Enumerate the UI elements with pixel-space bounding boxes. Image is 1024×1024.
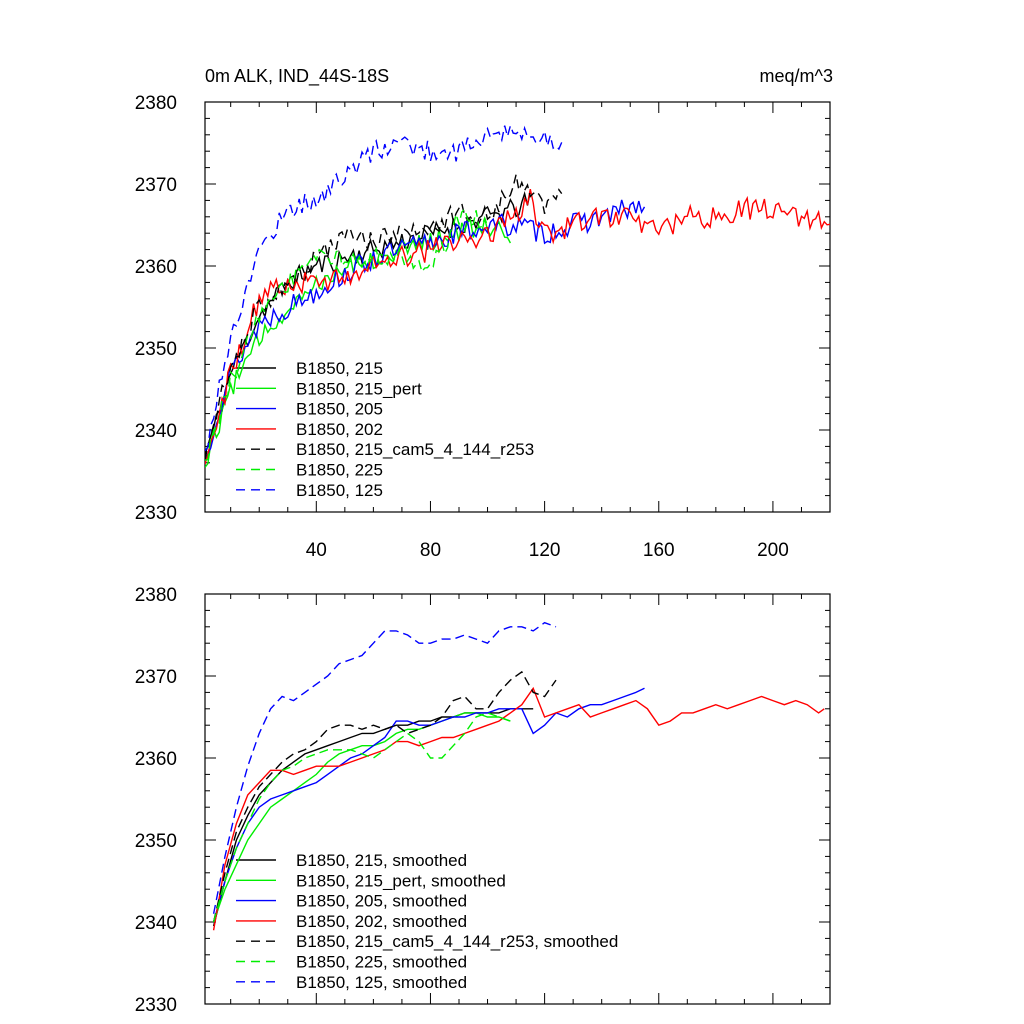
series-line-b1850-205	[205, 199, 646, 462]
y-tick-label: 2340	[135, 913, 177, 934]
series-line-b1850-215-pert-smoothed	[212, 712, 511, 923]
series-line-b1850-202	[205, 188, 830, 465]
legend-label: B1850, 215_cam5_4_144_r253	[296, 440, 534, 459]
top-panel: 2330 2340 2350 2360 2370 2380 40 80 120 160 200 B18…	[135, 93, 831, 561]
series-line-b1850-215-cam5-4-144-r253	[205, 174, 563, 460]
y-tick-label: 2370	[135, 667, 177, 688]
y-tick-label: 2370	[135, 175, 177, 196]
legend-label: B1850, 215	[296, 359, 383, 378]
x-tick-label: 40	[306, 540, 327, 561]
series-line-b1850-225-smoothed	[212, 712, 511, 923]
plot-frame	[204, 593, 831, 1005]
y-tick-label: 2350	[135, 339, 177, 360]
legend-label: B1850, 215_pert, smoothed	[296, 871, 506, 890]
x-tick-label: 120	[529, 540, 561, 561]
legend-label: B1850, 205, smoothed	[296, 892, 467, 911]
legend-label: B1850, 225, smoothed	[296, 953, 467, 972]
legend-label: B1850, 225	[296, 461, 383, 480]
y-tick-label: 2380	[135, 93, 177, 114]
y-tick-label: 2340	[135, 421, 177, 442]
x-tick-label: 160	[643, 540, 675, 561]
x-tick-label: 200	[757, 540, 789, 561]
series-line-b1850-215-cam5-4-144-r253-smoothed	[212, 670, 557, 923]
series-line-b1850-125-smoothed	[212, 621, 557, 914]
series-line-b1850-202-smoothed	[212, 686, 825, 931]
series-line-b1850-225	[205, 207, 489, 461]
y-tick-label: 2350	[135, 831, 177, 852]
legend-label: B1850, 205	[296, 400, 383, 419]
legend-label: B1850, 202, smoothed	[296, 912, 467, 931]
legend-label: B1850, 215_cam5_4_144_r253, smoothed	[296, 932, 618, 951]
series-line-b1850-125	[205, 123, 563, 452]
legend-label: B1850, 125, smoothed	[296, 973, 467, 992]
bottom-panel: 2330 2340 2350 2360 2370 2380 B1850, 215, smoo…	[135, 585, 831, 1016]
x-tick-label: 80	[420, 540, 441, 561]
y-tick-label: 2360	[135, 749, 177, 770]
plot-frame	[204, 101, 831, 513]
units-label: meq/m^3	[760, 66, 833, 86]
legend-label: B1850, 215_pert	[296, 379, 422, 398]
legend-label: B1850, 125	[296, 481, 383, 500]
y-tick-label: 2380	[135, 585, 177, 606]
legend-label: B1850, 215, smoothed	[296, 851, 467, 870]
y-tick-label: 2360	[135, 257, 177, 278]
y-tick-label: 2330	[135, 995, 177, 1016]
chart-title: 0m ALK, IND_44S-18S	[205, 66, 389, 87]
y-tick-label: 2330	[135, 503, 177, 524]
legend-label: B1850, 202	[296, 420, 383, 439]
